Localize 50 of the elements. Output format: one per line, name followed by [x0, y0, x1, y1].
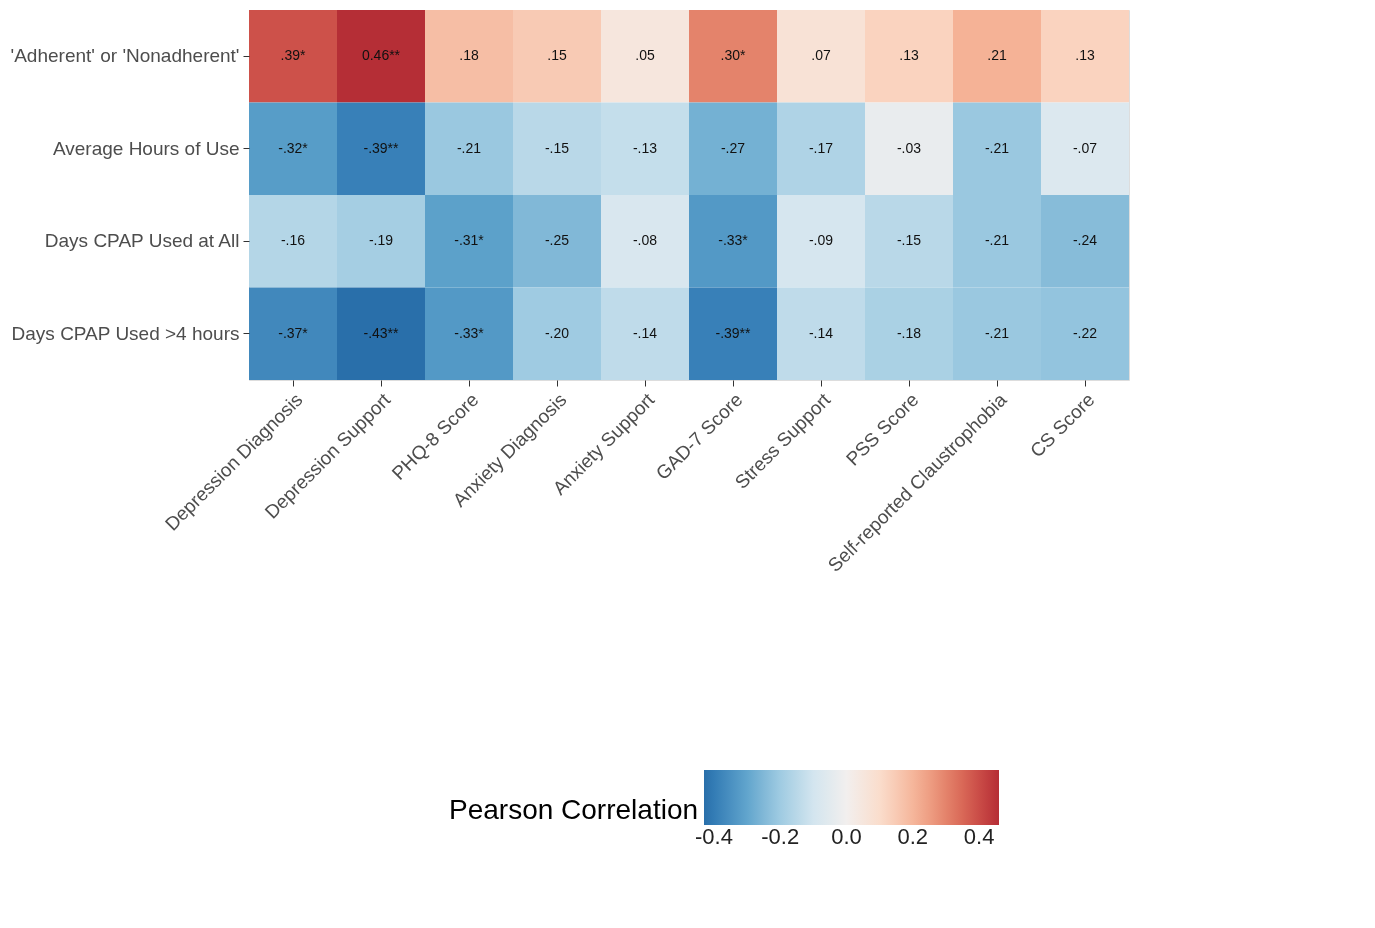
data-label: -.21 [984, 232, 1010, 249]
data-label: -.17 [808, 139, 834, 156]
data-label: -.21 [456, 139, 482, 156]
data-label: -.39** [715, 324, 752, 341]
data-label: -.20 [544, 324, 570, 341]
data-label: .07 [811, 47, 831, 64]
data-label: -.39** [363, 139, 400, 156]
data-label: -.22 [1072, 324, 1098, 341]
color-bar-label: -0.2 [761, 824, 800, 849]
data-label: -.13 [632, 139, 658, 156]
data-label: -.21 [984, 324, 1010, 341]
data-label: -.37* [278, 324, 309, 341]
data-label: -.09 [808, 232, 834, 249]
data-label: -.31* [454, 232, 485, 249]
y-tick-label: Days CPAP Used >4 hours [11, 322, 240, 344]
color-bar-label: -0.4 [694, 824, 733, 849]
data-label: -.27 [720, 139, 746, 156]
data-label: -.25 [544, 232, 570, 249]
data-label: .30* [720, 47, 746, 64]
data-label: -.16 [280, 232, 306, 249]
data-label: -.43** [363, 324, 400, 341]
data-label: -.15 [544, 139, 570, 156]
data-label: -.24 [1072, 232, 1098, 249]
data-label: -.07 [1072, 139, 1098, 156]
data-label: .21 [987, 47, 1007, 64]
data-label: .13 [1075, 47, 1095, 64]
color-bar-label: 0.2 [897, 824, 929, 849]
data-label: .15 [547, 47, 567, 64]
color-bar-label: 0.0 [831, 824, 862, 849]
data-label: .13 [899, 47, 919, 64]
y-tick-label: Days CPAP Used at All [44, 230, 240, 252]
data-label: -.33* [718, 232, 749, 249]
color-bar-title: Pearson Correlation [449, 794, 699, 825]
data-label: -.14 [808, 324, 834, 341]
data-label: -.15 [896, 232, 922, 249]
data-label: -.32* [278, 139, 309, 156]
data-label: .18 [459, 47, 479, 64]
data-label: -.33* [454, 324, 485, 341]
data-label: -.18 [896, 324, 922, 341]
data-label: -.14 [632, 324, 658, 341]
data-label: .39* [280, 47, 306, 64]
data-label: -.21 [984, 139, 1010, 156]
y-tick-label: Average Hours of Use [52, 137, 240, 159]
data-label: -.03 [896, 139, 922, 156]
data-label: 0.46** [361, 47, 401, 64]
data-label: .05 [635, 47, 655, 64]
data-label: -.19 [368, 232, 394, 249]
color-bar-label: 0.4 [963, 824, 995, 849]
data-label: -.08 [632, 232, 658, 249]
y-tick-label: 'Adherent' or 'Nonadherent' [10, 45, 240, 67]
